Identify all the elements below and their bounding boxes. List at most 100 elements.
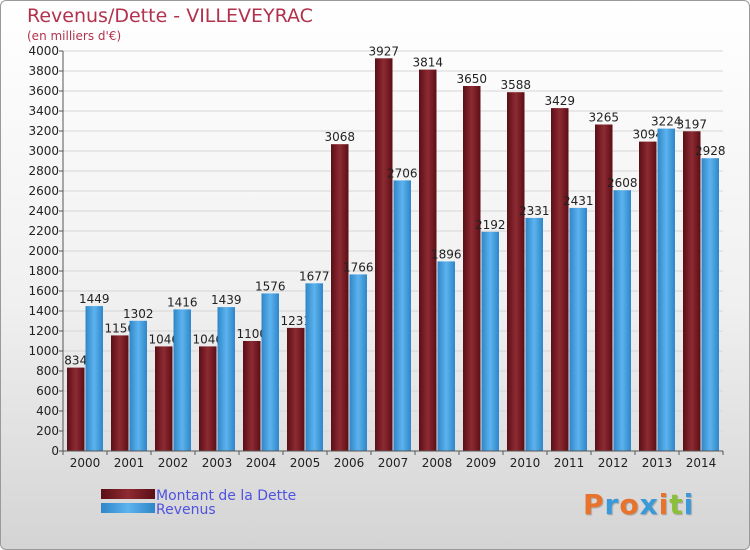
data-label-dette: 1046 <box>192 332 223 346</box>
data-label-revenus: 2431 <box>563 194 594 208</box>
data-label-dette: 3429 <box>544 94 575 108</box>
logo-letter: i <box>658 488 670 521</box>
y-tick-label: 1400 <box>28 304 59 318</box>
data-label-dette: 1100 <box>236 327 267 341</box>
bar-revenus <box>261 293 279 451</box>
bar-dette <box>331 144 349 451</box>
data-label-dette: 3265 <box>588 111 619 125</box>
bar-revenus <box>349 274 367 451</box>
y-tick-label: 1200 <box>28 324 59 338</box>
logo-letter: r <box>604 488 620 521</box>
x-tick-label: 2008 <box>422 456 453 470</box>
chart-subtitle: (en milliers d'€) <box>27 29 122 43</box>
bar-revenus <box>481 231 499 451</box>
y-tick-label: 2000 <box>28 244 59 258</box>
data-label-revenus: 1766 <box>343 260 374 274</box>
x-tick-label: 2003 <box>202 456 233 470</box>
bar-dette <box>199 346 217 451</box>
y-tick-label: 2200 <box>28 224 59 238</box>
data-label-revenus: 2192 <box>475 218 506 232</box>
logo-letter: i <box>683 488 695 521</box>
data-label-revenus: 1439 <box>211 293 242 307</box>
data-label-revenus: 2331 <box>519 204 550 218</box>
y-tick-label: 1800 <box>28 264 59 278</box>
bar-revenus <box>437 261 455 451</box>
x-tick-label: 2014 <box>686 456 717 470</box>
y-tick-label: 3600 <box>28 84 59 98</box>
data-label-dette: 1156 <box>104 321 135 335</box>
x-tick-label: 2009 <box>466 456 497 470</box>
logo-letter: t <box>669 488 684 521</box>
y-tick-label: 600 <box>36 384 59 398</box>
data-label-dette: 1231 <box>280 314 311 328</box>
bar-dette <box>243 341 261 451</box>
x-tick-label: 2004 <box>246 456 277 470</box>
data-label-revenus: 2608 <box>607 176 638 190</box>
bar-revenus <box>129 320 147 451</box>
bar-revenus <box>305 283 323 451</box>
data-label-dette: 834 <box>64 354 87 368</box>
x-tick-label: 2001 <box>114 456 145 470</box>
legend-swatch-dette <box>101 489 155 499</box>
data-label-revenus: 1677 <box>299 269 330 283</box>
y-tick-label: 3400 <box>28 104 59 118</box>
data-label-dette: 3197 <box>676 117 707 131</box>
bar-revenus <box>701 158 719 451</box>
bar-dette <box>67 367 85 451</box>
chart-title: Revenus/Dette - VILLEVEYRAC <box>27 5 313 27</box>
data-label-revenus: 3224 <box>651 115 682 129</box>
y-tick-label: 400 <box>36 404 59 418</box>
data-label-revenus: 2928 <box>695 144 726 158</box>
y-tick-label: 2400 <box>28 204 59 218</box>
logo-letter: P <box>583 488 605 521</box>
legend-label-dette: Montant de la Dette <box>156 488 296 504</box>
y-tick-label: 2600 <box>28 184 59 198</box>
data-label-revenus: 1449 <box>79 292 110 306</box>
bar-dette <box>639 141 657 451</box>
bar-revenus <box>613 190 631 451</box>
logo-letter: o <box>619 488 640 521</box>
legend-label-revenus: Revenus <box>156 502 216 518</box>
y-tick-label: 3000 <box>28 144 59 158</box>
proxiti-logo: Proxiti <box>583 488 694 521</box>
grid-lines <box>63 50 723 452</box>
data-label-dette: 1046 <box>148 332 179 346</box>
y-axis: 0 200 400 600 800 1000 1200 1400 1600 1800 2000 220… <box>28 44 64 458</box>
x-tick-label: 2010 <box>510 456 541 470</box>
y-tick-label: 4000 <box>28 44 59 58</box>
bar-revenus <box>569 207 587 451</box>
bar-dette <box>683 131 701 452</box>
logo-letter: x <box>639 488 659 521</box>
data-label-revenus: 2706 <box>387 166 418 180</box>
x-axis: 2000 2001 2002 2003 2004 2005 2006 2007 2008 2009… <box>62 450 724 470</box>
x-tick-label: 2013 <box>642 456 673 470</box>
bar-dette <box>375 58 393 452</box>
x-tick-label: 2005 <box>290 456 321 470</box>
legend-swatch-revenus <box>101 503 155 513</box>
data-label-revenus: 1302 <box>123 307 154 321</box>
x-tick-label: 2002 <box>158 456 189 470</box>
bar-revenus <box>393 180 411 451</box>
bar-dette <box>419 69 437 451</box>
bar-revenus <box>173 309 191 451</box>
bar-dette <box>507 92 525 451</box>
y-tick-label: 2800 <box>28 164 59 178</box>
x-tick-label: 2006 <box>334 456 365 470</box>
x-tick-label: 2000 <box>70 456 101 470</box>
data-label-dette: 3094 <box>632 128 663 142</box>
bar-dette <box>155 346 173 451</box>
data-label-revenus: 1576 <box>255 279 286 293</box>
data-label-dette: 3588 <box>500 78 531 92</box>
data-label-dette: 3927 <box>368 44 399 58</box>
bar-revenus <box>525 217 543 451</box>
bar-dette <box>595 124 613 451</box>
bar-dette <box>111 335 129 451</box>
x-tick-label: 2007 <box>378 456 409 470</box>
y-tick-label: 3800 <box>28 64 59 78</box>
bar-dette <box>287 327 305 451</box>
bar-dette <box>463 86 481 451</box>
